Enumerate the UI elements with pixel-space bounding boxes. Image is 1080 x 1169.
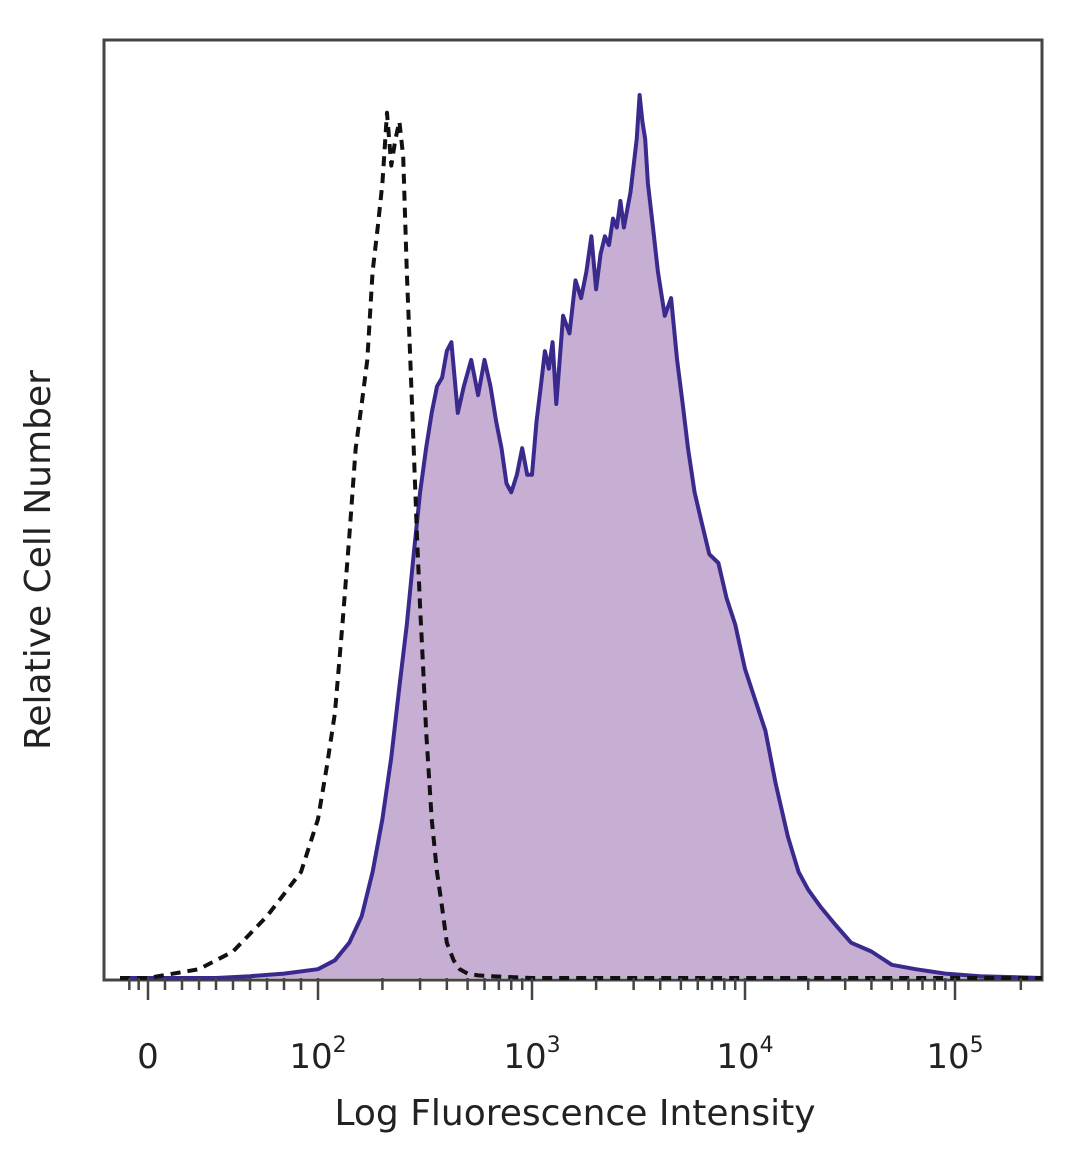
x-axis-ticks — [128, 978, 1023, 1000]
x-axis-title: Log Fluorescence Intensity — [334, 1093, 815, 1134]
series-line-sample — [120, 93, 1043, 980]
x-tick-label: 103 — [503, 1033, 560, 1077]
x-axis-tick-labels: 0 102 103 104 105 — [137, 1033, 983, 1077]
x-tick-label: 0 — [137, 1037, 159, 1077]
x-tick-label: 104 — [716, 1033, 773, 1077]
x-tick-label: 105 — [926, 1033, 983, 1077]
plot-frame — [102, 38, 1044, 982]
series-area-sample — [120, 95, 1042, 978]
series-line-control — [120, 110, 1042, 980]
x-tick-label: 102 — [289, 1033, 346, 1077]
y-axis-title: Relative Cell Number — [18, 370, 59, 750]
series-layer — [120, 93, 1043, 980]
